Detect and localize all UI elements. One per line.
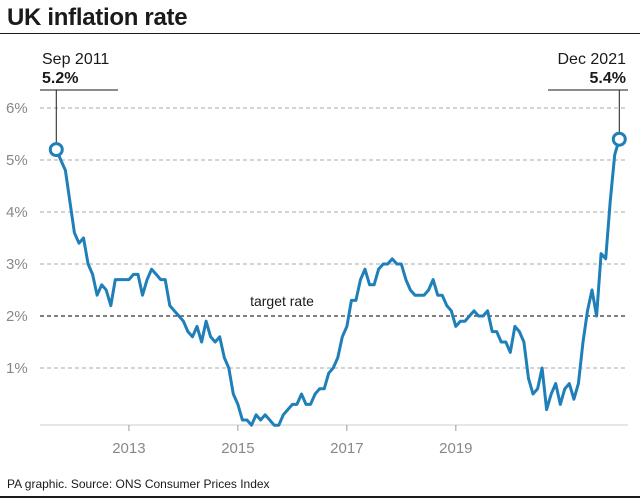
y-tick-label: 1%	[6, 360, 28, 377]
y-tick-label: 6%	[6, 100, 28, 117]
end-annotation-value: 5.4%	[590, 70, 626, 87]
chart-title: UK inflation rate	[7, 4, 188, 31]
y-tick-label: 4%	[6, 204, 28, 221]
endpoint-markers	[48, 131, 627, 158]
y-axis-ticks: 1% 2% 3% 4% 5% 6%	[6, 100, 28, 377]
series-line-cpi	[54, 137, 621, 427]
target-rate-group: target rate	[40, 293, 628, 317]
annotations: Sep 2011 5.2% Dec 2021 5.4%	[40, 51, 628, 144]
x-tick-label: 2017	[330, 440, 363, 457]
y-tick-label: 3%	[6, 256, 28, 273]
x-axis-ticks: 2013 2015 2017 2019	[40, 424, 628, 457]
end-annotation-date: Dec 2021	[558, 51, 627, 68]
source-footer: PA graphic. Source: ONS Consumer Prices …	[7, 477, 270, 491]
y-tick-label: 5%	[6, 152, 28, 169]
target-rate-label: target rate	[250, 293, 314, 309]
start-annotation-value: 5.2%	[42, 70, 78, 87]
x-tick-label: 2013	[112, 440, 145, 457]
gridlines	[40, 107, 628, 369]
start-point-marker	[48, 142, 64, 158]
x-tick-label: 2015	[221, 440, 254, 457]
x-tick-label: 2019	[439, 440, 472, 457]
footer-divider	[0, 496, 640, 498]
title-divider	[0, 33, 640, 34]
start-annotation-date: Sep 2011	[42, 51, 109, 68]
end-point-marker	[611, 131, 627, 147]
y-tick-label: 2%	[6, 308, 28, 325]
